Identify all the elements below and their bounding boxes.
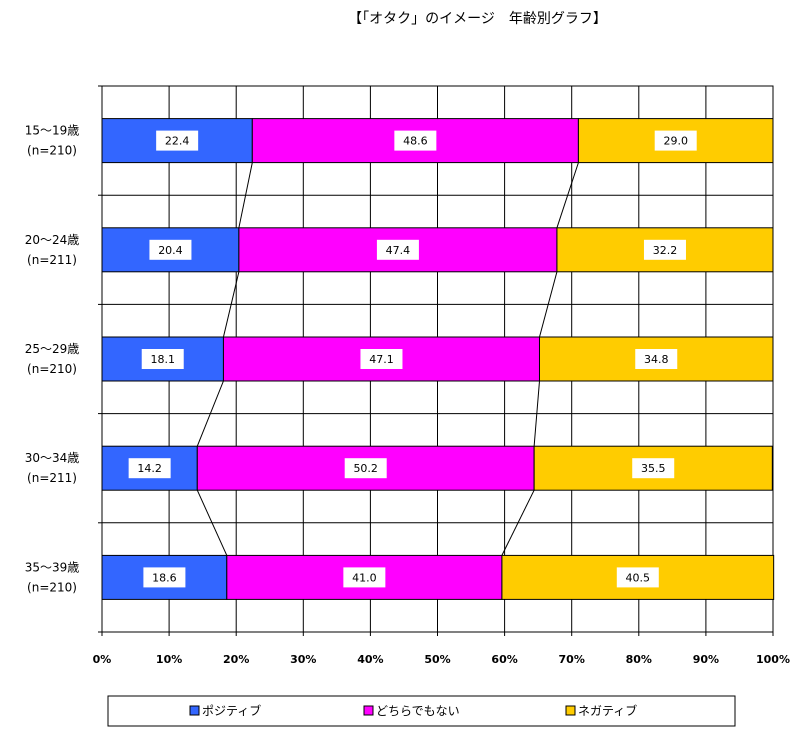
data-label-box [376,239,419,260]
series-line [196,489,228,556]
series-lines-layer [196,162,579,556]
category-label: (n=211) [27,253,77,267]
data-label-box [344,458,387,479]
data-label-box [128,458,171,479]
data-label-box [643,239,686,260]
legend-label: どちらでもない [376,704,460,718]
x-tick-label: 30% [290,653,316,666]
legend-label: ポジティブ [202,703,261,718]
data-label: 18.1 [150,353,175,366]
data-label-box [149,239,192,260]
data-label: 47.4 [386,244,411,257]
x-tick-label: 70% [559,653,585,666]
series-line [501,489,535,556]
data-label-box [143,567,186,588]
legend-swatch [565,705,576,716]
category-label: (n=210) [27,362,77,376]
data-label-box [360,349,403,369]
data-label: 34.8 [644,353,669,366]
legend-box [107,695,736,727]
data-label-box [654,130,697,151]
category-label: (n=211) [27,471,77,485]
series-line [556,162,579,228]
data-label: 50.2 [353,462,378,475]
category-label: 30～34歳 [25,451,80,465]
legend: ポジティブ どちらでもない ネガティブ [107,695,736,727]
data-label-box [156,130,199,151]
series-line [539,271,558,338]
data-label: 18.6 [152,571,177,584]
data-label: 47.1 [369,353,394,366]
category-label: 20～24歳 [25,233,80,247]
category-label: 15～19歳 [25,124,80,138]
data-label-box [343,567,386,588]
x-tick-label: 90% [693,653,719,666]
data-label: 14.2 [137,462,162,475]
data-label-box [394,130,437,151]
legend-swatch [189,705,200,716]
x-tick-label: 50% [424,653,450,666]
data-labels-layer: 22.4 48.6 29.0 20.4 47.4 32.2 18.1 47.1 34.8 14.2… [128,130,697,588]
series-line [222,271,240,338]
data-label: 20.4 [158,244,183,257]
data-label: 29.0 [663,135,688,148]
data-label: 40.5 [626,571,651,584]
data-label-box [141,349,184,369]
series-line [196,380,224,447]
data-label: 41.0 [352,571,377,584]
category-label: 25～29歳 [25,342,80,356]
x-tick-label: 60% [491,653,517,666]
data-label: 32.2 [653,244,678,257]
category-label: (n=210) [27,144,77,158]
data-label: 48.6 [403,135,428,148]
legend-swatch [363,705,374,716]
x-tick-label: 0% [93,653,112,666]
axis-layer: 0% 10% 20% 30% 40% 50% 60% 70% 80% 90% 100% 15～19歳 (… [25,85,790,666]
series-line [238,162,253,228]
data-label-box [632,458,675,479]
x-tick-label: 40% [357,653,383,666]
chart-title: 【「オタク」のイメージ 年齢別グラフ】 [348,11,607,27]
data-label-box [616,567,659,588]
x-tick-label: 100% [756,653,790,666]
x-tick-label: 20% [223,653,249,666]
legend-label: ネガティブ [578,703,637,718]
data-label: 22.4 [165,135,190,148]
category-label: 35～39歳 [25,560,80,574]
data-label-box [635,349,678,369]
category-label: (n=210) [27,580,77,594]
series-line [533,380,540,447]
data-label: 35.5 [641,462,666,475]
x-tick-label: 10% [156,653,182,666]
x-tick-label: 80% [626,653,652,666]
